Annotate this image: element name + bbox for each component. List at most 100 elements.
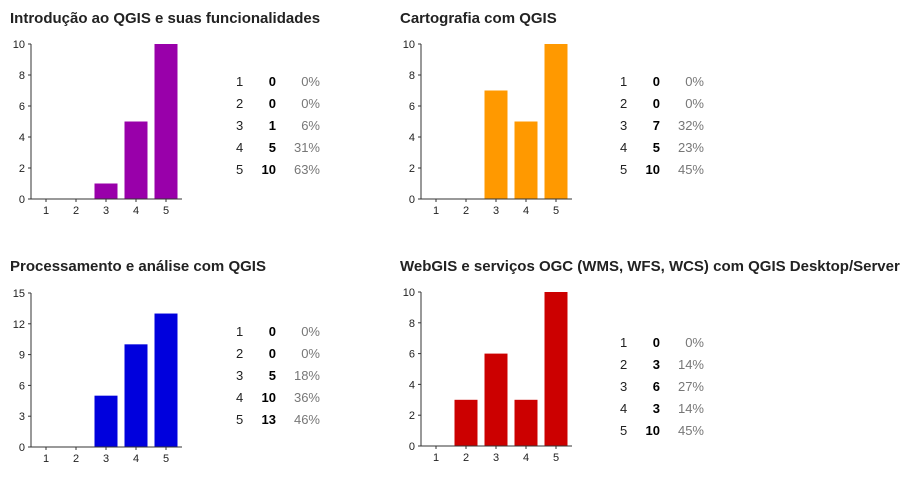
y-tick-label: 0 — [409, 194, 415, 206]
stats-percent: 0% — [685, 334, 704, 350]
y-tick-label: 8 — [409, 70, 415, 82]
stats-row: 3 7 32% — [620, 114, 704, 136]
stats-percent: 14% — [677, 356, 704, 372]
stats-row: 5 10 45% — [620, 419, 704, 441]
stats-percent: 63% — [293, 161, 320, 177]
stats-category: 5 — [620, 161, 628, 177]
stats-row: 3 5 18% — [236, 364, 320, 386]
stats-category: 2 — [236, 95, 244, 111]
stats-row: 5 10 63% — [236, 158, 320, 180]
x-tick-label: 1 — [433, 452, 439, 464]
y-tick-label: 10 — [13, 39, 25, 51]
stats-percent: 46% — [293, 411, 320, 427]
y-tick-label: 10 — [403, 287, 415, 299]
stats-row: 5 13 46% — [236, 408, 320, 430]
x-tick-label: 4 — [133, 453, 139, 465]
x-tick-label: 3 — [493, 205, 499, 217]
stats-category: 3 — [236, 367, 244, 383]
x-tick-label: 4 — [523, 205, 529, 217]
stats-category: 4 — [620, 139, 628, 155]
y-tick-label: 6 — [409, 349, 415, 361]
x-tick-label: 2 — [73, 453, 79, 465]
y-tick-label: 4 — [409, 379, 415, 391]
stats-count: 5 — [652, 139, 660, 155]
stats-count: 0 — [652, 73, 660, 89]
chart-panel-introducao: Introdução ao QGIS e suas funcionalidade… — [0, 0, 456, 243]
x-tick-label: 5 — [553, 452, 559, 464]
stats-row: 1 0 0% — [236, 70, 320, 92]
bar — [454, 399, 478, 446]
x-tick-label: 1 — [43, 205, 49, 217]
bar — [514, 399, 538, 446]
x-tick-label: 1 — [433, 205, 439, 217]
stats-percent: 0% — [301, 323, 320, 339]
stats-count: 5 — [268, 367, 276, 383]
stats-count: 10 — [261, 389, 276, 405]
stats-category: 2 — [620, 95, 628, 111]
stats-row: 3 1 6% — [236, 114, 320, 136]
x-tick-label: 2 — [463, 452, 469, 464]
x-tick-label: 5 — [163, 453, 169, 465]
stats-count: 0 — [268, 73, 276, 89]
y-tick-label: 4 — [409, 132, 415, 144]
x-tick-label: 4 — [523, 452, 529, 464]
stats-table: 1 0 0% 2 0 0% 3 5 18% 4 10 36% 5 13 46% — [236, 320, 320, 430]
bar — [544, 44, 568, 199]
stats-category: 2 — [620, 356, 628, 372]
stats-percent: 0% — [301, 95, 320, 111]
stats-category: 5 — [236, 161, 244, 177]
stats-count: 13 — [261, 411, 276, 427]
stats-count: 6 — [652, 378, 660, 394]
bar — [484, 90, 508, 199]
y-tick-label: 10 — [403, 39, 415, 51]
y-tick-label: 2 — [409, 410, 415, 422]
x-tick-label: 3 — [103, 453, 109, 465]
stats-row: 5 10 45% — [620, 158, 704, 180]
x-tick-label: 5 — [553, 205, 559, 217]
stats-count: 3 — [652, 356, 660, 372]
chart-title: Processamento e análise com QGIS — [10, 258, 266, 275]
bar — [514, 121, 538, 199]
stats-row: 1 0 0% — [236, 320, 320, 342]
stats-percent: 32% — [677, 117, 704, 133]
y-tick-label: 9 — [19, 350, 25, 362]
stats-category: 1 — [620, 334, 628, 350]
stats-category: 2 — [236, 345, 244, 361]
stats-count: 7 — [652, 117, 660, 133]
stats-category: 3 — [236, 117, 244, 133]
chart-title: WebGIS e serviços OGC (WMS, WFS, WCS) co… — [400, 258, 900, 275]
stats-table: 1 0 0% 2 0 0% 3 7 32% 4 5 23% 5 10 45% — [620, 70, 704, 180]
stats-category: 1 — [620, 73, 628, 89]
stats-row: 2 0 0% — [236, 342, 320, 364]
stats-category: 4 — [236, 139, 244, 155]
stats-count: 10 — [645, 422, 660, 438]
stats-table: 1 0 0% 2 3 14% 3 6 27% 4 3 14% 5 10 45% — [620, 331, 704, 441]
chart-title: Cartografia com QGIS — [400, 10, 557, 27]
y-tick-label: 8 — [409, 318, 415, 330]
y-tick-label: 2 — [409, 163, 415, 175]
stats-table: 1 0 0% 2 0 0% 3 1 6% 4 5 31% 5 10 63% — [236, 70, 320, 180]
stats-percent: 0% — [685, 73, 704, 89]
y-tick-label: 6 — [19, 101, 25, 113]
bar — [94, 183, 118, 199]
bar — [94, 395, 118, 447]
stats-count: 10 — [261, 161, 276, 177]
stats-percent: 31% — [293, 139, 320, 155]
stats-percent: 0% — [301, 345, 320, 361]
stats-count: 10 — [645, 161, 660, 177]
x-tick-label: 3 — [103, 205, 109, 217]
chart-panel-webgis: WebGIS e serviços OGC (WMS, WFS, WCS) co… — [390, 248, 900, 491]
stats-count: 3 — [652, 400, 660, 416]
stats-percent: 36% — [293, 389, 320, 405]
y-tick-label: 15 — [13, 288, 25, 300]
y-tick-label: 0 — [409, 441, 415, 453]
stats-percent: 45% — [677, 422, 704, 438]
stats-count: 0 — [268, 345, 276, 361]
stats-count: 0 — [268, 323, 276, 339]
chart-panel-processamento: Processamento e análise com QGIS 0 3 6 9 12 1… — [0, 248, 456, 491]
bar — [124, 121, 148, 199]
bar — [124, 344, 148, 447]
x-tick-label: 5 — [163, 205, 169, 217]
